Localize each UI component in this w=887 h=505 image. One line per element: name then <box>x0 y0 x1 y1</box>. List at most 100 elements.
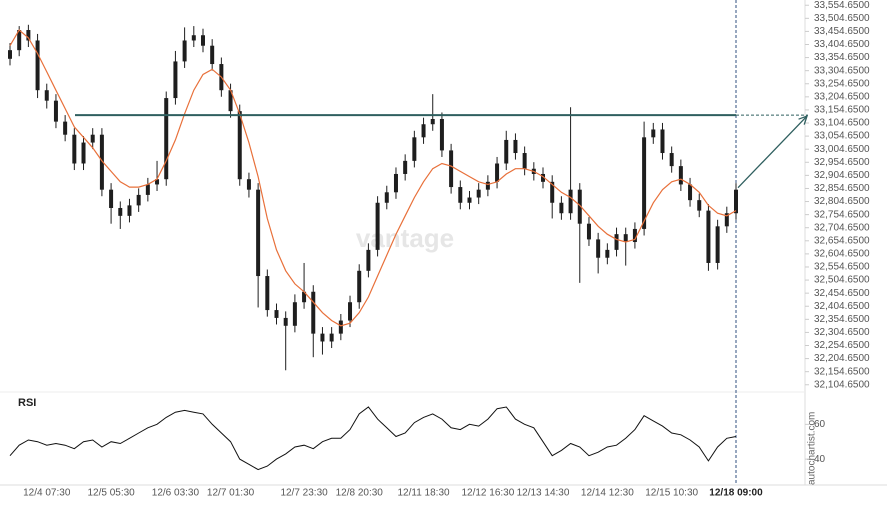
y-tick-label: 32,554.6500 <box>814 262 870 273</box>
candle-body <box>476 189 481 198</box>
candle-body <box>541 173 546 182</box>
candle-body <box>311 291 316 334</box>
y-tick-label: 40 <box>814 454 826 465</box>
y-tick-label: 33,004.6500 <box>814 144 870 155</box>
candle-body <box>237 111 242 180</box>
x-tick-label: 12/18 09:00 <box>709 488 763 499</box>
y-tick-label: 32,304.6500 <box>814 327 870 338</box>
candle-body <box>357 270 362 303</box>
y-tick-label: 33,104.6500 <box>814 118 870 129</box>
candle-body <box>72 134 77 164</box>
candle-body <box>586 223 591 240</box>
candle-body <box>274 310 279 318</box>
candle-body <box>145 184 150 195</box>
y-tick-label: 32,154.6500 <box>814 366 870 377</box>
candle-body <box>559 202 564 214</box>
moving-average <box>9 29 737 327</box>
candle-body <box>513 139 518 154</box>
candle-body <box>320 333 325 342</box>
rsi-title: RSI <box>18 397 36 409</box>
y-tick-label: 32,654.6500 <box>814 235 870 246</box>
y-tick-label: 32,204.6500 <box>814 353 870 364</box>
forecast-arrow <box>737 115 808 189</box>
y-tick-label: 32,804.6500 <box>814 196 870 207</box>
candle-body <box>393 173 398 193</box>
candle-body <box>8 50 12 59</box>
y-tick-label: 32,854.6500 <box>814 183 870 194</box>
candle-body <box>688 184 693 201</box>
candle-body <box>605 249 610 258</box>
candle-body <box>283 317 288 326</box>
candle-body <box>164 98 169 180</box>
candle-body <box>632 228 637 243</box>
candle-body <box>210 45 215 65</box>
rsi-line <box>9 406 737 471</box>
candle-body <box>403 160 408 174</box>
candle-body <box>26 30 31 41</box>
candle-body <box>191 35 196 41</box>
y-tick-label: 60 <box>814 419 826 430</box>
y-tick-label: 32,954.6500 <box>814 157 870 168</box>
candle-body <box>136 194 141 206</box>
candle-body <box>265 276 270 311</box>
source: autochartist.com <box>807 412 818 485</box>
candle-body <box>724 213 729 227</box>
y-tick-label: 32,354.6500 <box>814 314 870 325</box>
y-tick-label: 33,304.6500 <box>814 65 870 76</box>
forecast-arrowhead <box>798 114 809 125</box>
candle-body <box>669 153 674 167</box>
y-tick-label: 32,754.6500 <box>814 209 870 220</box>
y-tick-label: 33,054.6500 <box>814 131 870 142</box>
y-tick-label: 33,504.6500 <box>814 13 870 24</box>
candle-body <box>467 197 472 203</box>
y-tick-label: 33,354.6500 <box>814 52 870 63</box>
y-tick-label: 33,154.6500 <box>814 105 870 116</box>
candle-body <box>384 192 389 203</box>
candle-body <box>118 207 123 216</box>
candle-body <box>228 90 233 112</box>
x-tick-label: 12/12 16:30 <box>461 488 514 499</box>
y-tick-label: 32,504.6500 <box>814 275 870 286</box>
candle-body <box>715 226 720 263</box>
candle-body <box>99 134 104 190</box>
x-tick-label: 12/14 12:30 <box>581 488 634 499</box>
candle-body <box>504 139 509 164</box>
candle-body <box>495 163 500 182</box>
candle-body <box>430 119 435 125</box>
candle-body <box>17 30 22 51</box>
y-tick-label: 33,554.6500 <box>814 0 870 11</box>
x-tick-label: 12/7 23:30 <box>280 488 328 499</box>
candle-body <box>734 189 738 214</box>
x-tick-label: 12/8 20:30 <box>336 488 384 499</box>
candle-body <box>706 210 711 263</box>
x-tick-label: 12/15 10:30 <box>645 488 698 499</box>
candle-body <box>375 202 380 250</box>
candle-body <box>35 40 40 91</box>
candle-body <box>485 181 490 190</box>
candle-body <box>63 121 68 135</box>
y-tick-label: 32,404.6500 <box>814 301 870 312</box>
candle-body <box>421 124 426 138</box>
x-tick-label: 12/7 01:30 <box>207 488 255 499</box>
candle-body <box>53 100 58 122</box>
candle-body <box>256 189 261 277</box>
candle-body <box>246 179 251 190</box>
y-tick-label: 33,204.6500 <box>814 91 870 102</box>
candle-body <box>338 320 343 334</box>
x-tick-label: 12/6 03:30 <box>152 488 200 499</box>
candle-body <box>568 189 573 214</box>
candle-body <box>412 137 417 161</box>
candle-body <box>697 200 702 211</box>
candle-body <box>348 302 353 321</box>
candle-body <box>550 181 555 203</box>
y-tick-label: 32,454.6500 <box>814 288 870 299</box>
candle-body <box>182 40 187 62</box>
y-tick-label: 33,254.6500 <box>814 78 870 89</box>
candle-body <box>173 61 178 99</box>
candle-body <box>458 187 463 203</box>
candle-body <box>439 119 444 151</box>
x-tick-label: 12/13 14:30 <box>517 488 570 499</box>
candle-body <box>155 179 160 185</box>
